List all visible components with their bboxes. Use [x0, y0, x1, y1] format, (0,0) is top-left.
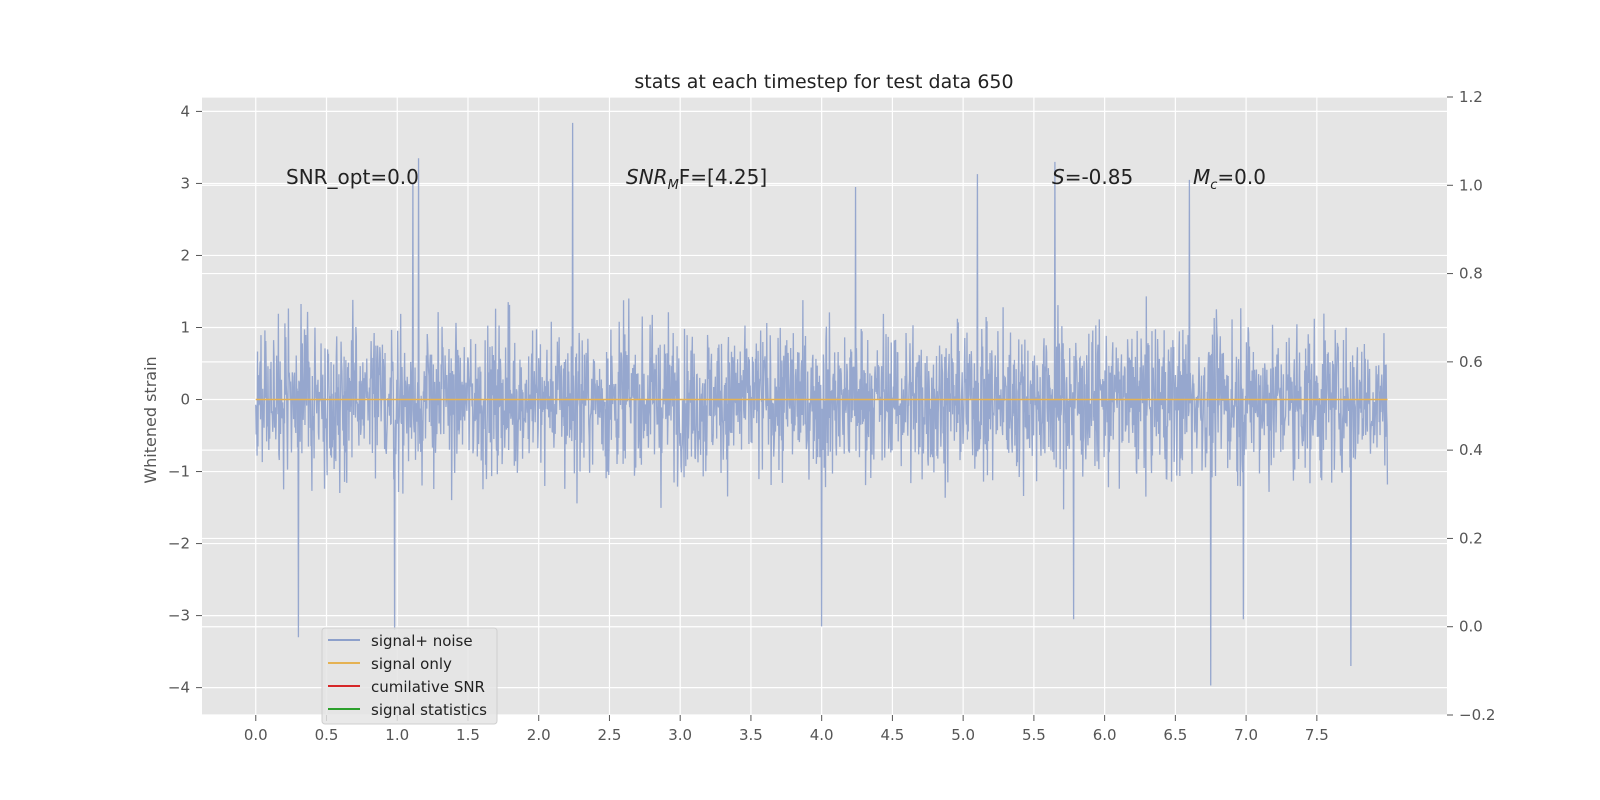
x-axis: 0.0 0.5 1.0 1.5 2.0 2.5 3.0 3.5 4.0 4.5 5.0 5.5 6.0 6…: [244, 715, 1329, 744]
legend-label-cumilative-snr: cumilative SNR: [371, 678, 485, 696]
x-tick-label: 2.0: [527, 726, 551, 744]
x-tick-label: 6.5: [1163, 726, 1187, 744]
legend-label-signal-only: signal only: [371, 655, 452, 673]
legend-item-signal-noise: signal+ noise: [328, 632, 473, 650]
x-tick-label: 2.5: [598, 726, 622, 744]
x-tick-label: 6.0: [1093, 726, 1117, 744]
x-tick-label: 3.5: [739, 726, 763, 744]
y-tick-label: 3: [180, 174, 190, 192]
y-tick-label: −2: [168, 535, 190, 553]
y-tick-label: −1: [168, 463, 190, 481]
x-tick-label: 5.0: [951, 726, 975, 744]
signal-noise-line: [255, 122, 1389, 686]
y2-tick-label: 0.0: [1459, 618, 1483, 636]
x-tick-label: 4.0: [810, 726, 834, 744]
y2-tick-label: 0.6: [1459, 353, 1483, 371]
y-tick-label: 0: [180, 391, 190, 409]
x-tick-label: 5.5: [1022, 726, 1046, 744]
x-tick-label: 7.0: [1234, 726, 1258, 744]
chart-title: stats at each timestep for test data 650: [634, 71, 1013, 93]
x-tick-label: 0.0: [244, 726, 268, 744]
legend-item-cumilative-snr: cumilative SNR: [328, 678, 485, 696]
legend-item-signal-statistics: signal statistics: [328, 701, 487, 719]
legend-box: [321, 627, 498, 725]
y-tick-label: 2: [180, 246, 190, 264]
legend: signal+ noise signal only cumilative SNR…: [321, 627, 498, 725]
x-tick-label: 1.5: [456, 726, 480, 744]
left-axis: 4 3 2 1 0 −1 −2 −3 −4: [168, 102, 202, 697]
y-tick-label: −3: [168, 607, 190, 625]
y2-tick-label: 0.8: [1459, 265, 1483, 283]
y2-tick-label: 0.2: [1459, 529, 1483, 547]
x-tick-label: 7.5: [1305, 726, 1329, 744]
y-tick-label: −4: [168, 679, 190, 697]
y-axis-label: Whitened strain: [141, 356, 160, 483]
series-signal-noise: [255, 122, 1389, 686]
legend-item-signal-only: signal only: [328, 655, 452, 673]
y2-tick-label: −0.2: [1459, 706, 1495, 724]
right-axis: 1.2 1.0 0.8 0.6 0.4 0.2 0.0 −0.2: [1447, 88, 1495, 724]
x-tick-label: 3.0: [668, 726, 692, 744]
x-tick-label: 4.5: [880, 726, 904, 744]
annotations: SNR_opt=0.0 SNRMF=[4.25] S=-0.85 Mc=0.0: [286, 165, 1266, 193]
annotation-s: S=-0.85: [1052, 165, 1133, 189]
x-tick-label: 0.5: [315, 726, 339, 744]
annotation-mc: Mc=0.0: [1193, 165, 1266, 193]
y2-tick-label: 1.0: [1459, 176, 1483, 194]
y2-tick-label: 0.4: [1459, 441, 1483, 459]
y-tick-label: 1: [180, 318, 190, 336]
legend-label-signal-noise: signal+ noise: [371, 632, 473, 650]
y2-tick-label: 1.2: [1459, 88, 1483, 106]
annotation-snr-opt: SNR_opt=0.0: [286, 165, 419, 189]
y-tick-label: 4: [180, 102, 190, 120]
legend-label-signal-statistics: signal statistics: [371, 701, 487, 719]
annotation-snr-mf: SNRMF=[4.25]: [626, 165, 767, 193]
x-tick-label: 1.0: [385, 726, 409, 744]
